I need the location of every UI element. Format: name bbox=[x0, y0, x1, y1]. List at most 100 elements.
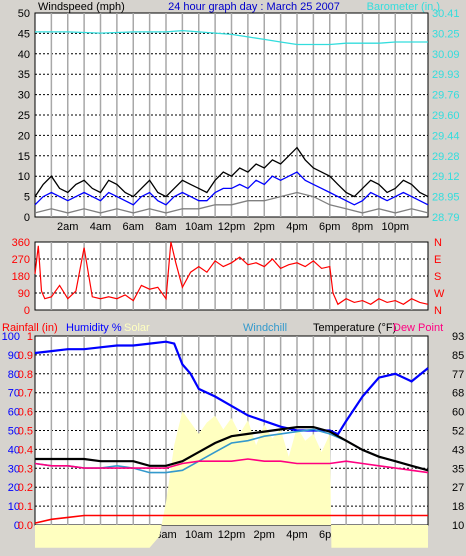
x-tick-label: 4am bbox=[90, 221, 111, 233]
wind-avg-line bbox=[34, 191, 429, 214]
windspeed-tick-label: 15 bbox=[18, 151, 30, 163]
rainfall-tick-label: 0.7 bbox=[18, 388, 33, 400]
wind-direction-grid bbox=[35, 242, 428, 310]
legend-solar: Solar bbox=[124, 322, 150, 334]
x-tick-label: 6am bbox=[123, 221, 144, 233]
humidity-tick-label: 100 bbox=[2, 331, 20, 343]
barometer-tick-label: 28.79 bbox=[432, 212, 460, 224]
compass-tick-label: S bbox=[434, 271, 441, 283]
x-tick-label: 6pm bbox=[319, 221, 340, 233]
temperature-tick-label: 27 bbox=[452, 482, 464, 494]
rainfall-tick-label: 0.4 bbox=[18, 444, 33, 456]
x-tick-label: 8am bbox=[155, 221, 176, 233]
humidity-tick-label: 80 bbox=[8, 369, 20, 381]
rainfall-tick-label: 0.6 bbox=[18, 407, 33, 419]
barometer-tick-label: 30.09 bbox=[432, 49, 460, 61]
barometer-tick-label: 30.41 bbox=[432, 8, 460, 20]
wind-direction-series bbox=[34, 241, 429, 306]
temperature-tick-label: 60 bbox=[452, 407, 464, 419]
x-tick-label: 10pm bbox=[381, 221, 409, 233]
barometer-tick-label: 29.12 bbox=[432, 171, 460, 183]
rainfall-tick-label: 0.8 bbox=[18, 369, 33, 381]
windspeed-series bbox=[34, 29, 429, 214]
lower-legend: Rainfall (in) Humidity % Solar Windchill… bbox=[2, 322, 443, 334]
rainfall-tick-label: 1 bbox=[27, 331, 33, 343]
barometer-axis-title: Barometer (in.) bbox=[367, 1, 440, 13]
temperature-series bbox=[34, 340, 429, 548]
x-tick-label: 2pm bbox=[254, 221, 275, 233]
windspeed-tick-label: 50 bbox=[18, 8, 30, 20]
x-tick-label: 10am bbox=[185, 221, 213, 233]
rainfall-tick-label: 0.3 bbox=[18, 463, 33, 475]
humidity-y-ticks: 0 10 20 30 40 50 60 70 80 90 100 bbox=[2, 331, 20, 532]
wind-gust-line bbox=[34, 146, 429, 198]
temperature-line bbox=[35, 426, 429, 472]
temperature-tick-label: 52 bbox=[452, 426, 464, 438]
temperature-tick-label: 85 bbox=[452, 350, 464, 362]
windspeed-tick-label: 35 bbox=[18, 69, 30, 81]
legend-temperature: Temperature (°F) bbox=[313, 322, 396, 334]
rainfall-y-ticks: 0.0 0.1 0.2 0.3 0.4 0.5 0.6 0.7 0.8 0.9 1 bbox=[18, 331, 33, 532]
compass-tick-label: N bbox=[434, 237, 442, 249]
windspeed-tick-label: 25 bbox=[18, 110, 30, 122]
solar-area bbox=[35, 411, 428, 548]
barometer-y-ticks: 28.79 28.95 29.12 29.28 29.44 29.60 29.76 29.93… bbox=[432, 8, 460, 224]
degree-tick-label: 0 bbox=[24, 305, 30, 317]
compass-tick-label: N bbox=[434, 305, 442, 317]
compass-tick-label: W bbox=[434, 288, 445, 300]
degree-tick-label: 180 bbox=[12, 271, 30, 283]
windspeed-axis-title: Windspeed (mph) bbox=[38, 1, 125, 13]
humidity-tick-label: 20 bbox=[8, 482, 20, 494]
x-tick-label: 2am bbox=[57, 221, 78, 233]
humidity-tick-label: 50 bbox=[8, 426, 20, 438]
humidity-tick-label: 40 bbox=[8, 444, 20, 456]
rainfall-tick-label: 0.9 bbox=[18, 350, 33, 362]
humidity-tick-label: 60 bbox=[8, 407, 20, 419]
x-tick-label: 8pm bbox=[352, 221, 373, 233]
windspeed-tick-label: 5 bbox=[24, 192, 30, 204]
barometer-tick-label: 29.28 bbox=[432, 151, 460, 163]
barometer-tick-label: 29.76 bbox=[432, 90, 460, 102]
temperature-tick-label: 93 bbox=[452, 331, 464, 343]
legend-dew-point: Dew Point bbox=[393, 322, 443, 334]
degree-tick-label: 90 bbox=[18, 288, 30, 300]
legend-humidity: Humidity % bbox=[66, 322, 122, 334]
windspeed-x-ticks: 2am 4am 6am 8am 10am 12pm 2pm 4pm 6pm 8pm 10pm bbox=[57, 221, 409, 233]
temperature-tick-label: 77 bbox=[452, 369, 464, 381]
x-tick-label: 12pm bbox=[218, 221, 246, 233]
x-tick-label: 2pm bbox=[254, 529, 275, 541]
legend-windchill: Windchill bbox=[243, 322, 287, 334]
rainfall-line bbox=[34, 514, 428, 524]
wind-direction-line bbox=[34, 241, 429, 306]
barometer-tick-label: 29.44 bbox=[432, 130, 460, 142]
rainfall-tick-label: 0.1 bbox=[18, 501, 33, 513]
barometer-tick-label: 29.93 bbox=[432, 69, 460, 81]
humidity-tick-label: 10 bbox=[8, 501, 20, 513]
humidity-tick-label: 30 bbox=[8, 463, 20, 475]
barometer-tick-label: 29.60 bbox=[432, 110, 460, 122]
barometer-tick-label: 28.95 bbox=[432, 192, 460, 204]
x-tick-label: 12pm bbox=[218, 529, 246, 541]
chart-title: 24 hour graph day : March 25 2007 bbox=[168, 1, 340, 13]
temperature-tick-label: 18 bbox=[452, 501, 464, 513]
temperature-tick-label: 10 bbox=[452, 520, 464, 532]
humidity-line bbox=[34, 340, 429, 436]
legend-rainfall: Rainfall (in) bbox=[2, 322, 58, 334]
barometer-tick-label: 30.25 bbox=[432, 28, 460, 40]
windspeed-tick-label: 10 bbox=[18, 171, 30, 183]
x-tick-label: 4pm bbox=[286, 221, 307, 233]
windspeed-tick-label: 30 bbox=[18, 90, 30, 102]
degree-tick-label: 360 bbox=[12, 237, 30, 249]
windspeed-y-ticks: 0 5 10 15 20 25 30 35 40 45 50 bbox=[18, 8, 30, 224]
windspeed-tick-label: 40 bbox=[18, 49, 30, 61]
temperature-tick-label: 35 bbox=[452, 463, 464, 475]
x-tick-label: 4pm bbox=[286, 529, 307, 541]
rainfall-tick-label: 0.0 bbox=[18, 520, 33, 532]
windspeed-tick-label: 0 bbox=[24, 212, 30, 224]
degree-tick-label: 270 bbox=[12, 254, 30, 266]
temperature-tick-label: 43 bbox=[452, 444, 464, 456]
x-tick-label: 10am bbox=[185, 529, 213, 541]
